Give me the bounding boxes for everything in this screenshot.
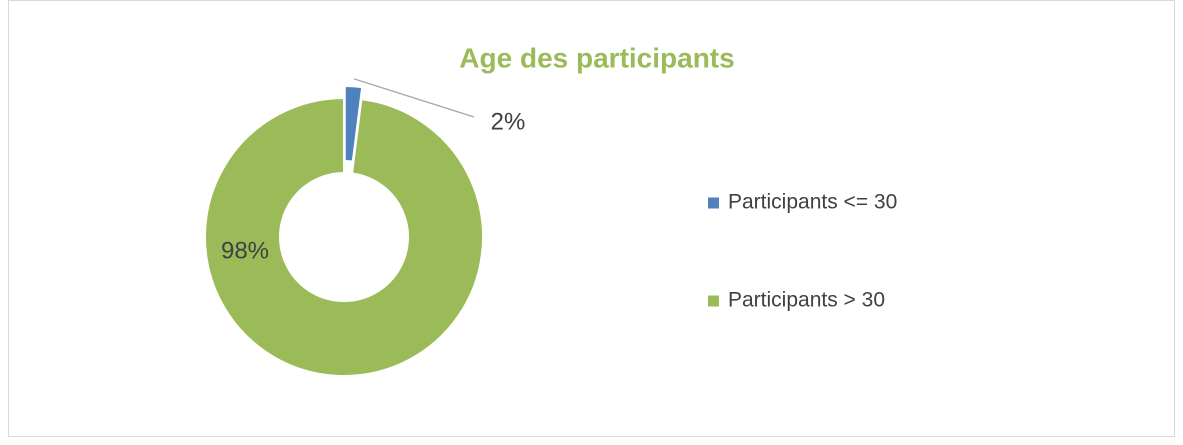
legend-swatch: [708, 197, 719, 209]
data-label: 98%: [221, 237, 269, 264]
chart-frame: [8, 0, 1175, 437]
donut-slice: [204, 96, 484, 377]
leader-line: [353, 78, 475, 118]
chart-title: Age des participants: [459, 42, 734, 73]
legend-label: Participants <= 30: [728, 191, 897, 214]
legend-label: Participants > 30: [728, 289, 885, 312]
data-label: 2%: [491, 108, 526, 135]
legend-swatch: [708, 295, 719, 307]
